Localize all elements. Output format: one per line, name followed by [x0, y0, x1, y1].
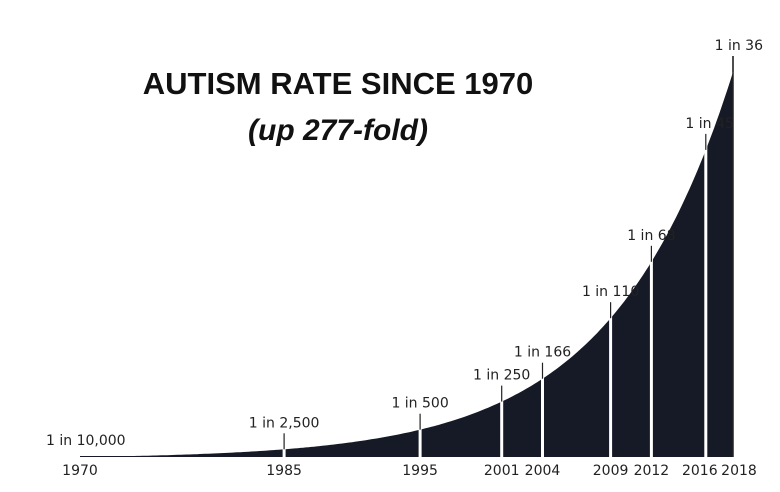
tick-label-1995: 1995: [402, 463, 438, 479]
tick-label-2004: 2004: [525, 463, 561, 479]
tick-label-1970: 1970: [62, 463, 98, 479]
rate-label-1995: 1 in 500: [391, 396, 448, 412]
chart-title: AUTISM RATE SINCE 1970: [143, 66, 533, 101]
rate-label-2012: 1 in 68: [627, 228, 675, 244]
tick-label-2001: 2001: [484, 463, 520, 479]
rate-label-2016: 1 in 45: [685, 116, 733, 132]
tick-label-1985: 1985: [266, 463, 302, 479]
chart-subtitle: (up 277-fold): [248, 114, 428, 147]
tick-label-2016: 2016: [682, 463, 718, 479]
rate-label-2018: 1 in 36: [715, 38, 763, 54]
tick-label-2018: 2018: [721, 463, 757, 479]
rate-area: [80, 72, 733, 457]
rate-label-2009: 1 in 110: [582, 284, 639, 300]
rate-label-2001: 1 in 250: [473, 368, 530, 384]
tick-label-2009: 2009: [593, 463, 629, 479]
rate-label-1985: 1 in 2,500: [249, 415, 320, 431]
rate-label-1970: 1 in 10,000: [46, 433, 126, 449]
plot-area: 1 in 10,000 1970 1 in 2,500 1985 1 in 500 199…: [46, 38, 763, 479]
rate-label-2004: 1 in 166: [514, 345, 571, 361]
tick-label-2012: 2012: [634, 463, 670, 479]
